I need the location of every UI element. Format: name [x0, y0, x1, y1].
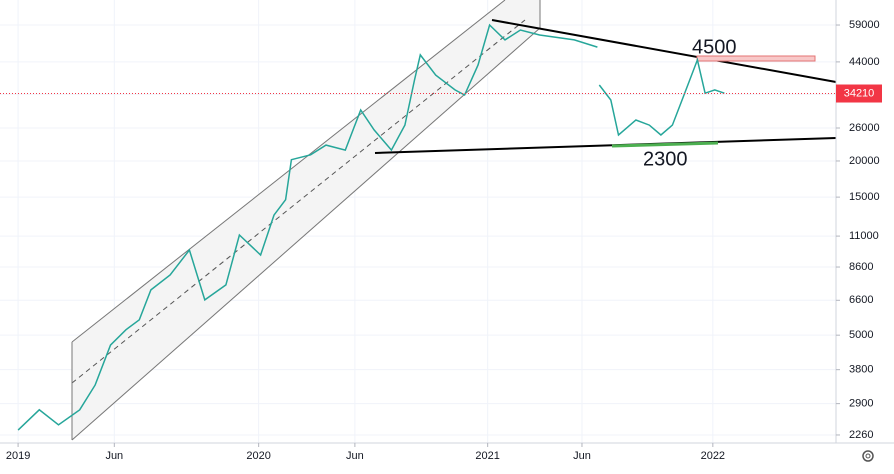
x-tick-label: Jun [573, 450, 591, 462]
x-tick-label: Jun [105, 450, 123, 462]
y-tick-label: 11000 [849, 230, 879, 242]
channel-upper [71, 0, 506, 343]
annotation: 4500 [692, 36, 737, 58]
y-tick-label: 59000 [849, 19, 880, 31]
gear[interactable] [862, 450, 874, 462]
grid [0, 0, 836, 443]
last-price-label: 34210 [844, 87, 875, 99]
resistance-zone [696, 55, 816, 62]
trend-line [491, 19, 837, 83]
settings-icon[interactable] [862, 450, 874, 462]
x-tick-label: 2020 [246, 450, 270, 462]
y-tick-label: 2260 [849, 429, 873, 441]
y-tick-label: 2900 [849, 398, 873, 410]
channel-fill [72, 0, 540, 440]
data [17, 23, 725, 431]
y-tick-label: 5000 [849, 329, 873, 341]
support-zone [611, 141, 719, 148]
x-tick-label: 2022 [701, 450, 725, 462]
y-tick-label: 15000 [849, 191, 880, 203]
x-tick-label: Jun [346, 450, 364, 462]
y-tick-label: 6600 [849, 294, 873, 306]
support-line [374, 137, 837, 154]
y-tick-label: 44000 [849, 56, 880, 68]
y-tick-label: 3800 [849, 364, 873, 376]
y-tick-label: 8600 [849, 261, 873, 273]
annotation: 2300 [643, 148, 688, 170]
x-tick-label: 2021 [475, 450, 499, 462]
y-tick-label: 20000 [849, 155, 880, 167]
last-price-box [836, 84, 882, 103]
price-line [17, 23, 725, 431]
channel-lower [71, 27, 541, 441]
y-tick-label: 26000 [849, 122, 880, 134]
gear-center[interactable] [865, 453, 871, 459]
x-tick-label: 2019 [6, 450, 30, 462]
channel-mid [71, 19, 526, 384]
